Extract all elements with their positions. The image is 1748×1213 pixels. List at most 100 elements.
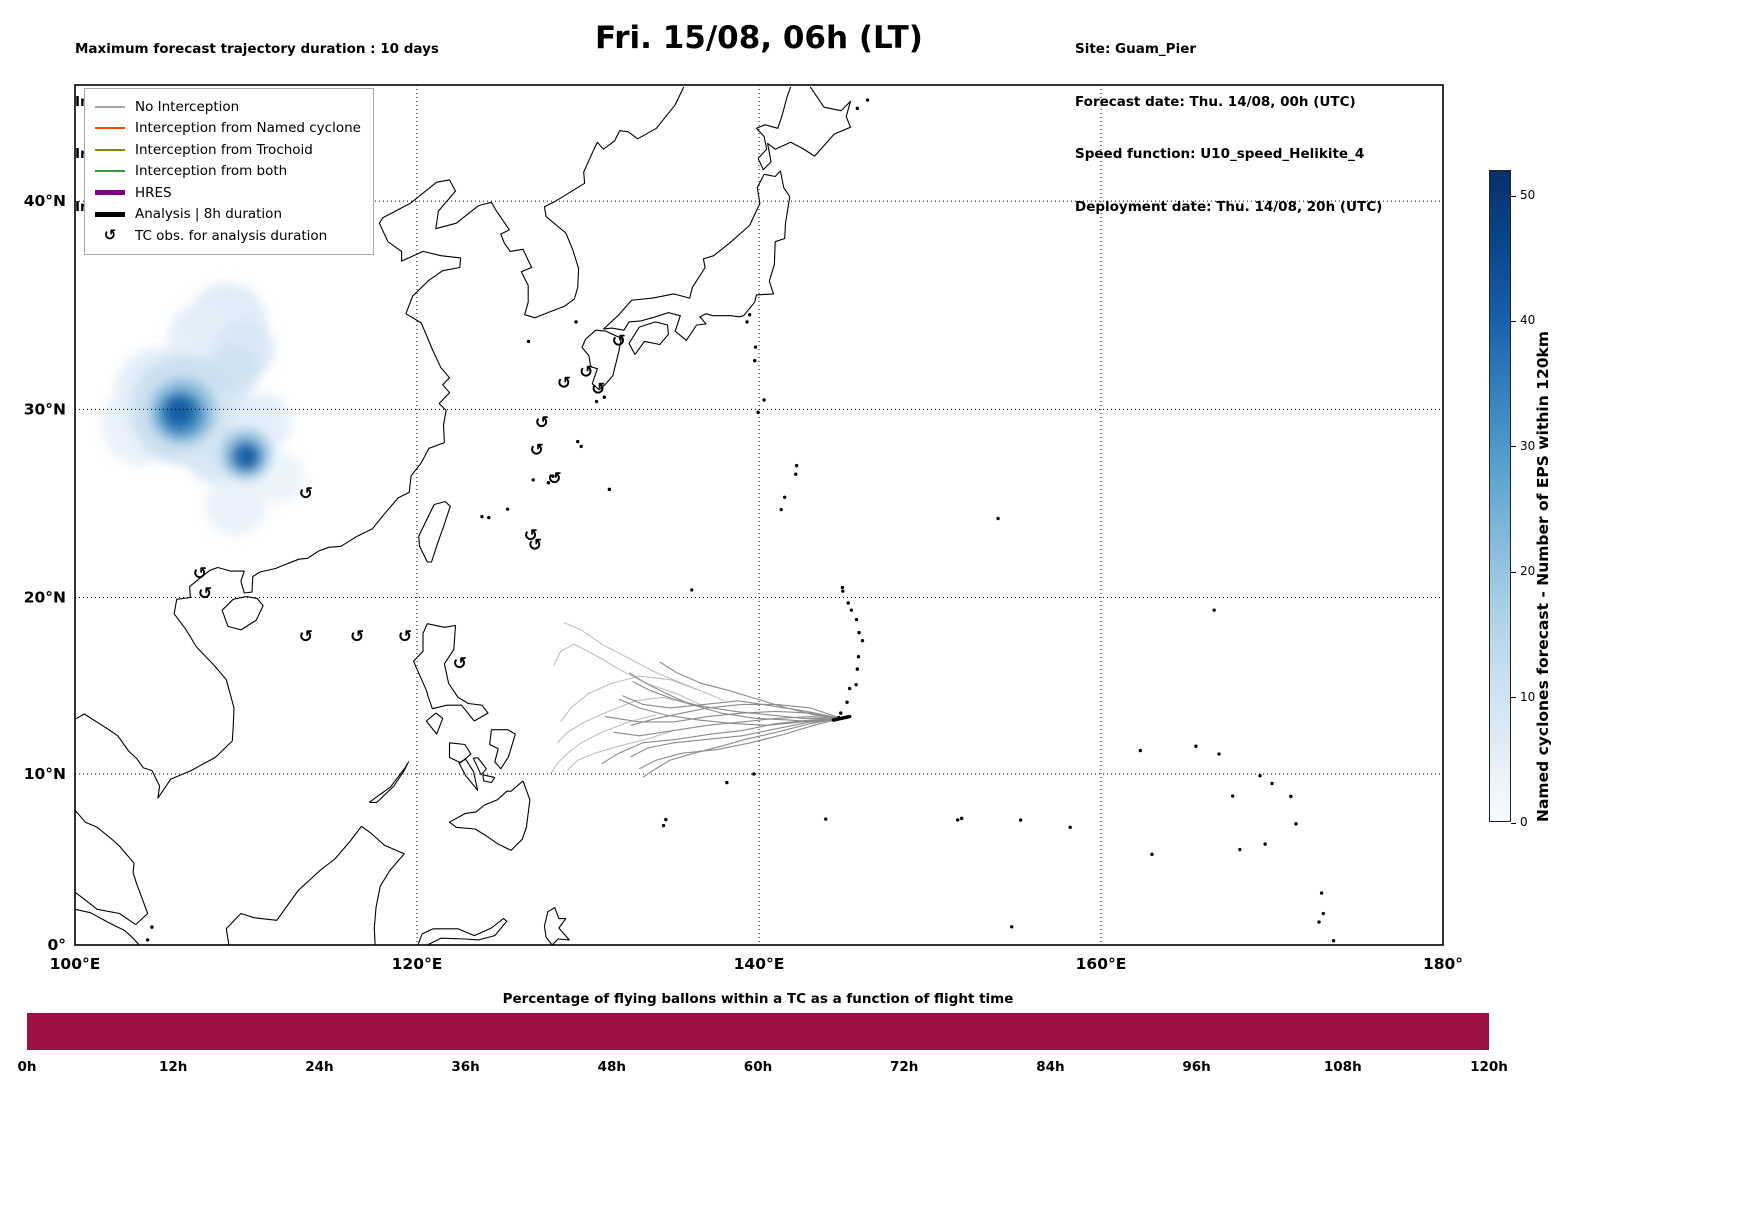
island-dot <box>1331 939 1336 943</box>
trajectory-line <box>632 681 842 719</box>
coastline <box>489 729 516 770</box>
island-dot <box>607 487 612 492</box>
island-dot <box>145 938 150 942</box>
legend-entry: HRES <box>95 182 361 204</box>
coastline <box>482 774 496 784</box>
colorbar-tick <box>1511 320 1516 322</box>
island-dot <box>576 439 580 444</box>
coastline <box>448 742 472 764</box>
legend-label: TC obs. for analysis duration <box>135 227 328 244</box>
island-dot <box>849 608 854 612</box>
island-dot <box>860 638 865 643</box>
coastline <box>757 86 852 171</box>
island-dot <box>1138 748 1143 753</box>
coastline <box>413 623 489 722</box>
trajectory-line <box>613 716 842 737</box>
island-dot <box>841 589 845 593</box>
header-right-block: Site: Guam_Pier Forecast date: Thu. 14/0… <box>1075 6 1382 251</box>
island-dot <box>956 818 960 822</box>
legend-label: Interception from Named cyclone <box>135 120 361 137</box>
tc-obs-symbol: ↺ <box>579 363 593 383</box>
flight-time-tick-label: 36h <box>451 1059 480 1075</box>
flight-time-tick-label: 84h <box>1036 1059 1065 1075</box>
island-dots <box>145 98 1336 943</box>
coastlines <box>75 86 852 945</box>
tc-obs-symbol: ↺ <box>612 331 626 351</box>
colorbar-tick <box>1511 571 1516 573</box>
colorbar-tick-label: 30 <box>1520 438 1536 453</box>
island-dot <box>664 817 668 822</box>
header-right-line: Deployment date: Thu. 14/08, 20h (UTC) <box>1075 198 1383 215</box>
island-dot <box>1194 744 1198 748</box>
island-dot <box>996 516 1000 521</box>
lat-tick-label: 30°N <box>24 400 66 418</box>
legend-label: Interception from Trochoid <box>135 141 313 158</box>
legend-label: Analysis | 8h duration <box>135 206 282 223</box>
map-legend: No Interception Interception from Named c… <box>84 88 374 255</box>
legend-label: HRES <box>135 184 172 201</box>
island-dot <box>546 481 551 485</box>
island-dot <box>526 339 531 344</box>
flight-time-tick-label: 72h <box>889 1059 919 1075</box>
figure-title: Fri. 15/08, 06h (LT) <box>595 20 923 56</box>
legend-line-sample <box>95 127 125 130</box>
island-dot <box>487 515 491 520</box>
trajectory-line <box>563 622 726 702</box>
header-right-line: Forecast date: Thu. 14/08, 00h (UTC) <box>1075 93 1356 110</box>
coastline <box>628 321 669 355</box>
colorbar: 0 10 20 30 40 50 <box>1489 170 1535 829</box>
map-frame <box>74 84 1444 946</box>
tc-obs-symbol: ↺ <box>557 374 571 394</box>
coastline <box>603 170 791 341</box>
island-dot <box>857 630 861 635</box>
island-dot <box>782 495 787 500</box>
coastline <box>368 761 410 803</box>
island-dot <box>779 507 783 512</box>
trajectory-line <box>601 717 842 765</box>
coastline <box>581 329 622 391</box>
tc-obs-symbol: ↺ <box>548 469 562 489</box>
tc-obs-symbol: ↺ <box>299 627 313 647</box>
trajectory-line <box>659 661 842 719</box>
map-plot-area: ↺↺↺↺↺↺↺↺↺↺↺↺↺ ↺ ↺↺ <box>75 85 1443 945</box>
eps-density-blobs <box>101 282 305 536</box>
header-left-line: Maximum forecast trajectory duration : 1… <box>75 41 439 57</box>
tc-obs-symbol: ↺ <box>535 413 549 433</box>
trajectory-line <box>618 698 842 726</box>
island-dot <box>845 700 849 704</box>
header-right-line: Site: Guam_Pier <box>1075 41 1197 57</box>
tc-obs-symbol: ↺ <box>591 380 605 400</box>
legend-entry: Interception from both <box>95 161 361 183</box>
island-dot <box>725 780 729 785</box>
coastline <box>75 908 140 945</box>
eps-density-blob <box>236 446 257 467</box>
island-dot <box>1230 794 1235 798</box>
legend-entry: Interception from Named cyclone <box>95 118 361 140</box>
island-dot <box>480 514 484 519</box>
flight-time-tick-label: 96h <box>1182 1059 1211 1075</box>
island-dot <box>579 444 583 449</box>
trajectory-line <box>567 730 674 771</box>
legend-line-sample <box>95 105 125 108</box>
lat-tick-label: 20°N <box>24 589 66 607</box>
island-dot <box>794 463 799 468</box>
colorbar-tick <box>1511 697 1516 699</box>
legend-label: Interception from both <box>135 163 288 180</box>
legend-entry: Interception from Trochoid <box>95 139 361 161</box>
legend-line-swatch <box>95 127 125 130</box>
colorbar-tick <box>1511 822 1516 824</box>
tc-obs-symbol: ↺ <box>530 440 544 460</box>
trajectory-line <box>628 672 842 723</box>
coastline <box>417 918 508 945</box>
tc-obs-symbol: ↺ <box>398 627 412 647</box>
island-dot <box>1263 842 1267 846</box>
trajectory-line <box>642 717 842 778</box>
colorbar-tick-label: 40 <box>1520 313 1536 328</box>
island-dot <box>745 320 749 324</box>
trajectory-line <box>556 696 691 744</box>
legend-entry: No Interception <box>95 96 361 118</box>
legend-line-swatch <box>95 105 125 108</box>
legend-entry: ↺ TC obs. for analysis duration <box>95 225 361 247</box>
colorbar-label: Named cyclones forecast - Number of EPS … <box>1534 331 1552 822</box>
island-dot <box>690 588 694 592</box>
